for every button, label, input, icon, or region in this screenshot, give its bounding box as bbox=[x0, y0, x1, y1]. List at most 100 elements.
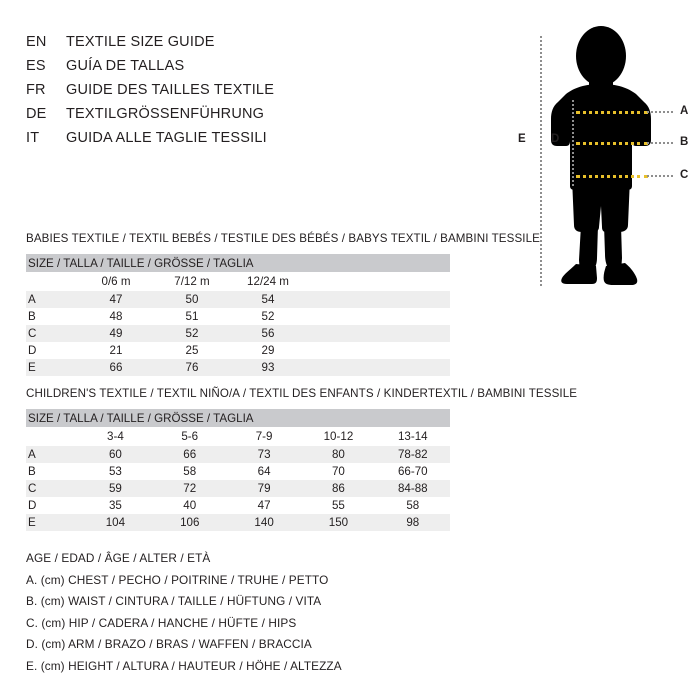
babies-column-header-row: 0/6 m 7/12 m 12/24 m bbox=[26, 272, 451, 291]
children-cell-a-2: 73 bbox=[226, 446, 302, 463]
babies-section: BABIES TEXTILE / TEXTIL BEBÉS / TESTILE … bbox=[26, 232, 586, 376]
language-text-it: GUIDA ALLE TAGLIE TESSILI bbox=[66, 130, 267, 146]
children-cell-e-4: 98 bbox=[375, 514, 450, 531]
babies-cell-d-2: 29 bbox=[230, 342, 306, 359]
children-column-2: 7-9 bbox=[226, 427, 302, 446]
children-section-title: CHILDREN'S TEXTILE / TEXTIL NIÑO/A / TEX… bbox=[26, 387, 578, 400]
figure-label-e: E bbox=[518, 133, 526, 145]
figure-label-c: C bbox=[680, 169, 689, 181]
child-silhouette-icon bbox=[551, 26, 651, 285]
babies-row-label-d: D bbox=[26, 342, 78, 359]
children-cell-a-3: 80 bbox=[301, 446, 376, 463]
children-cell-d-1: 40 bbox=[152, 497, 227, 514]
figure-label-a: A bbox=[680, 105, 689, 117]
babies-column-0: 0/6 m bbox=[78, 272, 154, 291]
children-size-header: SIZE / TALLA / TAILLE / GRÖSSE / TAGLIA bbox=[26, 409, 450, 427]
children-cell-d-4: 58 bbox=[375, 497, 450, 514]
babies-row-label-e: E bbox=[26, 359, 78, 376]
children-row-label-d: D bbox=[26, 497, 79, 514]
children-cell-e-3: 150 bbox=[301, 514, 376, 531]
babies-cell-b-0: 48 bbox=[78, 308, 154, 325]
language-row-fr: FR GUIDE DES TAILLES TEXTILE bbox=[26, 82, 326, 106]
chest-leader-line-a bbox=[647, 111, 673, 113]
babies-cell-c-1: 52 bbox=[154, 325, 230, 342]
children-cell-c-3: 86 bbox=[301, 480, 376, 497]
figure-label-b: B bbox=[680, 136, 689, 148]
language-code-es: ES bbox=[26, 58, 46, 74]
language-text-de: TEXTILGRÖSSENFÜHRUNG bbox=[66, 106, 265, 122]
figure-label-d: D bbox=[551, 133, 560, 145]
language-header: EN TEXTILE SIZE GUIDE ES GUÍA DE TALLAS … bbox=[26, 34, 326, 154]
legend-item-arm: D. (cm) ARM / BRAZO / BRAS / WAFFEN / BR… bbox=[26, 637, 312, 651]
language-text-en: TEXTILE SIZE GUIDE bbox=[66, 34, 215, 50]
babies-cell-b-1: 51 bbox=[154, 308, 230, 325]
children-column-header-row: 3-4 5-6 7-9 10-12 13-14 bbox=[26, 427, 450, 446]
babies-size-table: SIZE / TALLA / TAILLE / GRÖSSE / TAGLIA … bbox=[26, 254, 451, 376]
children-section: CHILDREN'S TEXTILE / TEXTIL NIÑO/A / TEX… bbox=[26, 387, 586, 531]
table-row: A 47 50 54 bbox=[26, 291, 451, 308]
language-text-fr: GUIDE DES TAILLES TEXTILE bbox=[66, 82, 275, 98]
table-row: C 59 72 79 86 84-88 bbox=[26, 480, 450, 497]
table-row: D 35 40 47 55 58 bbox=[26, 497, 450, 514]
children-cell-b-3: 70 bbox=[301, 463, 376, 480]
legend-item-chest: A. (cm) CHEST / PECHO / POITRINE / TRUHE… bbox=[26, 572, 329, 587]
table-row: E 66 76 93 bbox=[26, 359, 451, 376]
table-row: C 49 52 56 bbox=[26, 325, 451, 342]
waist-leader-line-b bbox=[647, 142, 673, 144]
language-code-en: EN bbox=[26, 34, 47, 50]
language-row-de: DE TEXTILGRÖSSENFÜHRUNG bbox=[26, 106, 326, 130]
children-size-header-row: SIZE / TALLA / TAILLE / GRÖSSE / TAGLIA bbox=[26, 409, 450, 427]
babies-size-header: SIZE / TALLA / TAILLE / GRÖSSE / TAGLIA bbox=[26, 254, 451, 272]
children-column-4: 13-14 bbox=[375, 427, 450, 446]
babies-row-label-b: B bbox=[26, 308, 78, 325]
children-cell-a-4: 78-82 bbox=[375, 446, 450, 463]
chest-measure-line-a bbox=[576, 111, 648, 114]
babies-size-header-row: SIZE / TALLA / TAILLE / GRÖSSE / TAGLIA bbox=[26, 254, 451, 272]
children-cell-b-4: 66-70 bbox=[375, 463, 450, 480]
children-cell-b-0: 53 bbox=[78, 463, 153, 480]
babies-cell-b-2: 52 bbox=[230, 308, 306, 325]
babies-corner-cell bbox=[26, 272, 78, 291]
table-row: B 53 58 64 70 66-70 bbox=[26, 463, 450, 480]
children-cell-c-2: 79 bbox=[226, 480, 302, 497]
children-row-label-c: C bbox=[26, 480, 79, 497]
height-guide-line-e bbox=[540, 36, 542, 286]
waist-measure-line-b bbox=[576, 142, 648, 145]
children-cell-b-1: 58 bbox=[152, 463, 227, 480]
babies-cell-e-2: 93 bbox=[230, 359, 306, 376]
children-row-label-a: A bbox=[26, 446, 79, 463]
babies-cell-c-0: 49 bbox=[78, 325, 154, 342]
measurement-legend: AGE / EDAD / ÂGE / ALTER / ETÀ A. (cm) C… bbox=[26, 551, 342, 680]
language-row-es: ES GUÍA DE TALLAS bbox=[26, 58, 326, 82]
children-cell-c-0: 59 bbox=[78, 480, 153, 497]
babies-row-label-c: C bbox=[26, 325, 78, 342]
babies-cell-d-1: 25 bbox=[154, 342, 230, 359]
babies-column-2: 12/24 m bbox=[230, 272, 306, 291]
legend-item-hip: C. (cm) HIP / CADERA / HANCHE / HÜFTE / … bbox=[26, 615, 297, 630]
table-row: B 48 51 52 bbox=[26, 308, 451, 325]
children-cell-c-1: 72 bbox=[152, 480, 227, 497]
legend-item-height: E. (cm) HEIGHT / ALTURA / HAUTEUR / HÖHE… bbox=[26, 658, 342, 673]
children-row-label-b: B bbox=[26, 463, 79, 480]
babies-cell-a-0: 47 bbox=[78, 291, 154, 308]
measurement-figure: E D A B C bbox=[500, 20, 700, 290]
babies-section-title: BABIES TEXTILE / TEXTIL BEBÉS / TESTILE … bbox=[26, 232, 541, 245]
language-code-fr: FR bbox=[26, 82, 46, 98]
children-corner-cell bbox=[26, 427, 79, 446]
language-row-en: EN TEXTILE SIZE GUIDE bbox=[26, 34, 326, 58]
babies-column-1: 7/12 m bbox=[154, 272, 230, 291]
children-cell-a-1: 66 bbox=[152, 446, 227, 463]
table-row: E 104 106 140 150 98 bbox=[26, 514, 450, 531]
table-row: D 21 25 29 bbox=[26, 342, 451, 359]
language-code-it: IT bbox=[26, 130, 40, 146]
children-cell-e-1: 106 bbox=[152, 514, 227, 531]
language-row-it: IT GUIDA ALLE TAGLIE TESSILI bbox=[26, 130, 326, 154]
language-text-es: GUÍA DE TALLAS bbox=[66, 58, 185, 74]
children-cell-d-0: 35 bbox=[78, 497, 153, 514]
babies-cell-c-2: 56 bbox=[230, 325, 306, 342]
children-cell-c-4: 84-88 bbox=[375, 480, 450, 497]
hip-measure-line-c bbox=[576, 175, 648, 178]
children-cell-e-0: 104 bbox=[78, 514, 153, 531]
babies-cell-a-2: 54 bbox=[230, 291, 306, 308]
babies-row-label-a: A bbox=[26, 291, 78, 308]
